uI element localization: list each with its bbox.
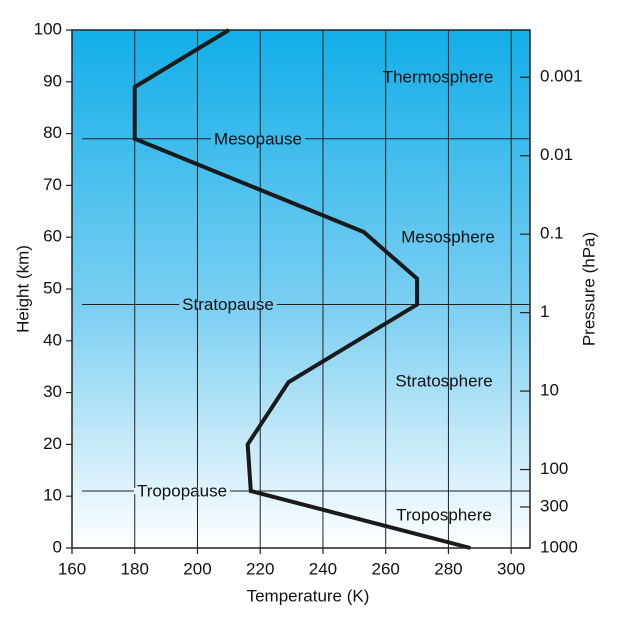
boundary-label: Tropopause [137,482,227,501]
y-tick-label: 40 [43,330,62,349]
label-gap [179,301,277,308]
x-tick-label: 220 [246,559,274,578]
y-tick-label: 60 [43,227,62,246]
y-tick-label: 50 [43,278,62,297]
layer-label: Troposphere [396,505,492,524]
y2-tick-label: 300 [540,496,568,515]
layer-label: Mesosphere [401,227,495,246]
y-tick-label: 70 [43,175,62,194]
y2-tick-label: 100 [540,459,568,478]
y-tick-label: 20 [43,434,62,453]
label-gap [133,488,231,495]
y2-tick-label: 0.1 [540,224,564,243]
y-tick-label: 100 [34,19,62,38]
y-tick-label: 10 [43,486,62,505]
y2-tick-label: 1 [540,302,549,321]
y2-tick-label: 1000 [540,537,578,556]
x-tick-label: 280 [434,559,462,578]
x-tick-label: 300 [497,559,525,578]
y2-tick-label: 0.01 [540,145,573,164]
x-tick-label: 180 [121,559,149,578]
x-axis-title: Temperature (K) [247,586,370,605]
boundary-label: Stratopause [182,295,274,314]
y-tick-label: 30 [43,382,62,401]
x-tick-label: 160 [58,559,86,578]
x-tick-label: 260 [372,559,400,578]
layer-label: Thermosphere [383,67,494,86]
x-tick-label: 200 [183,559,211,578]
boundary-label: Mesopause [214,129,302,148]
label-gap [211,135,305,142]
y2-tick-label: 0.001 [540,67,583,86]
plot-frame [71,29,531,549]
plot-background [72,30,530,548]
y-tick-label: 0 [53,537,62,556]
y2-tick-label: 10 [540,381,559,400]
x-tick-label: 240 [309,559,337,578]
y2-axis-title: Pressure (hPa) [579,232,598,346]
y-tick-label: 80 [43,123,62,142]
layer-label: Stratosphere [395,371,492,390]
profile-line [132,28,471,550]
y-tick-label: 90 [43,71,62,90]
y-axis-title: Height (km) [13,245,32,333]
